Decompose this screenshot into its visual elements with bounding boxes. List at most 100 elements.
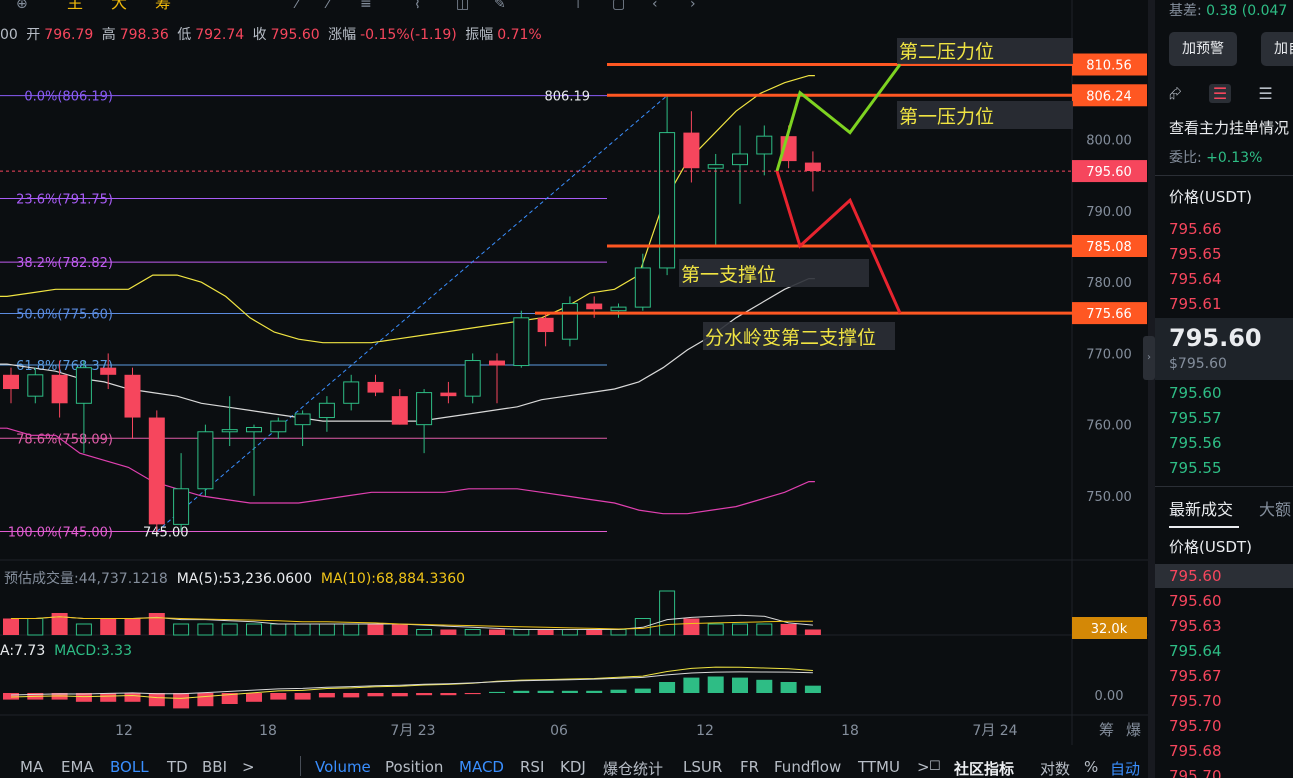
macd-bar xyxy=(561,690,578,693)
axis-tool-icon[interactable]: 筹 xyxy=(1099,721,1114,739)
bid-row[interactable]: 795.60 xyxy=(1169,384,1222,402)
macd-bar xyxy=(124,693,141,702)
ind-rsi[interactable]: RSI xyxy=(520,758,545,776)
orderbook-title[interactable]: 查看主力挂单情况 xyxy=(1169,119,1290,137)
candle-body xyxy=(246,427,262,433)
tab-indicator xyxy=(1169,526,1239,528)
ask-row[interactable]: 795.65 xyxy=(1169,245,1222,263)
more-sub-indicators-icon[interactable]: > xyxy=(917,758,930,776)
ind-kdj[interactable]: KDJ xyxy=(560,758,586,776)
drawing-toolbar[interactable]: ⊕ ⁄ ⁄ ≡ ⌇ ◫ ✎ ⌒ ⊤ ▢ ‹ › 主 大 筹 xyxy=(16,0,696,12)
macd-bar xyxy=(659,682,676,693)
candle-body xyxy=(610,306,627,312)
ind-ema[interactable]: EMA xyxy=(61,758,94,776)
annotation-box xyxy=(897,101,1073,129)
orderbook-both-icon[interactable]: ⮳ xyxy=(1169,84,1182,103)
bid-row[interactable]: 795.56 xyxy=(1169,434,1222,452)
more-main-indicators-icon[interactable]: > xyxy=(242,758,255,776)
ind-liquidation[interactable]: 爆仓统计 xyxy=(603,760,664,778)
divider xyxy=(300,756,301,776)
add-favorite-button[interactable]: 加自 xyxy=(1261,32,1293,66)
ind-boll[interactable]: BOLL xyxy=(110,758,149,776)
macd-bar xyxy=(756,679,773,693)
candlestick-chart[interactable]: ⊕ ⁄ ⁄ ≡ ⌇ ◫ ✎ ⌒ ⊤ ▢ ‹ ›主大筹 0.0%(806.19)23.6%(791.75… xyxy=(0,0,1148,748)
swing-low-label: 745.00 xyxy=(143,526,189,541)
volume-bar xyxy=(416,629,433,636)
candle-body xyxy=(75,367,92,404)
ind-position[interactable]: Position xyxy=(385,758,444,776)
log-scale-toggle[interactable]: 对数 xyxy=(1040,760,1071,778)
collapse-handle[interactable]: › xyxy=(1143,336,1155,380)
tool-measure-icon: ⌒ xyxy=(533,0,547,12)
tool-line-icon: ⁄ xyxy=(293,0,301,12)
low-value: 792.74 xyxy=(195,27,245,43)
ind-fundflow[interactable]: Fundflow xyxy=(774,758,842,776)
ind-fr[interactable]: FR xyxy=(740,758,760,776)
candle-body xyxy=(173,488,190,525)
edit-icon[interactable]: ☐ xyxy=(929,759,941,774)
annotation-text: 第一支撑位 xyxy=(681,264,776,286)
price-level-badge xyxy=(1072,84,1147,107)
ind-lsur[interactable]: LSUR xyxy=(683,758,723,776)
bid-row[interactable]: 795.55 xyxy=(1169,459,1222,477)
divider xyxy=(1155,486,1293,487)
price-level-badge xyxy=(1072,53,1147,76)
volume-bar xyxy=(246,623,262,636)
open-value: 796.79 xyxy=(44,27,94,43)
community-indicators[interactable]: 社区指标 xyxy=(954,760,1015,778)
trade-row: 795.68 xyxy=(1169,742,1222,760)
x-tick-label: 12 xyxy=(115,723,133,739)
price-level-badge xyxy=(1072,302,1147,325)
ind-bbi[interactable]: BBI xyxy=(202,758,228,776)
tab-large-trades[interactable]: 大额 xyxy=(1259,500,1292,519)
tool-channel-icon: ≡ xyxy=(360,0,372,12)
trade-row: 795.60 xyxy=(1169,567,1222,585)
orderbook-buy-icon[interactable]: ☰ xyxy=(1258,84,1273,103)
candle-body xyxy=(732,153,748,166)
candle-body xyxy=(343,381,360,404)
macd-bar xyxy=(367,693,384,697)
axis-tool-icon[interactable]: 爆 xyxy=(1126,721,1141,739)
percent-scale-toggle[interactable]: % xyxy=(1084,758,1099,776)
candle-body xyxy=(318,402,335,419)
ask-row[interactable]: 795.66 xyxy=(1169,220,1222,238)
ind-ttmu[interactable]: TTMU xyxy=(858,758,900,776)
macd-bar xyxy=(246,693,262,702)
current-price-badge xyxy=(1072,160,1147,183)
ask-row[interactable]: 795.61 xyxy=(1169,295,1222,313)
tool-undo-icon: ‹ xyxy=(652,0,658,12)
indicator-bar: MA EMA BOLL TD BBI > Volume Position MAC… xyxy=(0,748,1148,778)
ind-td[interactable]: TD xyxy=(167,758,188,776)
price-level-label: 775.66 xyxy=(1086,307,1132,322)
y-tick-label: 780.00 xyxy=(1086,276,1132,291)
macd-dea: A:7.73 xyxy=(0,643,46,659)
ind-volume[interactable]: Volume xyxy=(315,758,371,776)
candle-body xyxy=(270,420,287,433)
auto-scale-toggle[interactable]: 自动 xyxy=(1110,760,1141,778)
ind-macd[interactable]: MACD xyxy=(459,758,504,776)
mid-price-usd: $795.60 xyxy=(1169,356,1227,372)
candle-body xyxy=(756,135,773,155)
tool-ray-icon: ⁄ xyxy=(324,0,332,12)
projected-up-path xyxy=(775,63,902,172)
macd-bar xyxy=(100,693,117,702)
macd-bar xyxy=(780,682,797,693)
orderbook-sell-icon[interactable]: ☰ xyxy=(1208,84,1232,103)
volume-axis-label: 32.0k xyxy=(1091,622,1128,637)
price-level-label: 810.56 xyxy=(1086,59,1132,74)
boll-mid-line xyxy=(0,278,815,422)
ind-ma[interactable]: MA xyxy=(20,758,44,776)
macd-bar xyxy=(148,693,165,707)
tab-latest-trades[interactable]: 最新成交 xyxy=(1169,500,1234,519)
volume-ma10-line xyxy=(11,616,813,630)
ask-row[interactable]: 795.64 xyxy=(1169,270,1222,288)
candle-body xyxy=(148,417,165,525)
annotation-text: 分水岭变第二支撑位 xyxy=(705,327,876,349)
fib-label: 23.6%(791.75) xyxy=(16,192,113,207)
macd-bar xyxy=(221,693,238,704)
price-header: 价格(USDT) xyxy=(1169,188,1252,206)
price-level-label: 806.24 xyxy=(1086,89,1132,104)
candle-body xyxy=(804,162,821,172)
add-alert-button[interactable]: 加预警 xyxy=(1169,32,1237,66)
bid-row[interactable]: 795.57 xyxy=(1169,409,1222,427)
